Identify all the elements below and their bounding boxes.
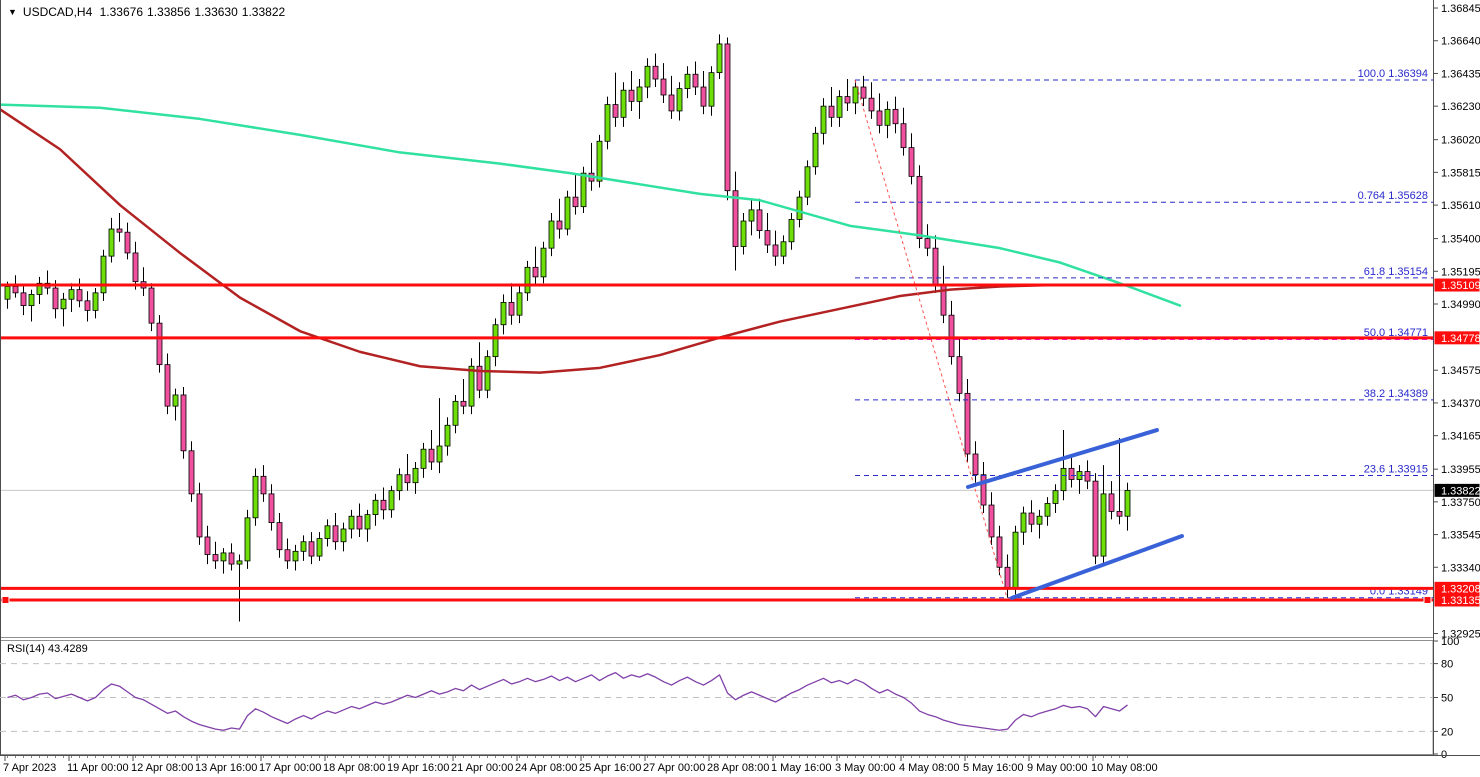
trend-channel[interactable]: [966, 428, 1184, 600]
ma-slow-teal-line: [0, 103, 1182, 307]
symbol-marker-icon: ▼: [8, 7, 17, 17]
svg-text:28 Apr 08:00: 28 Apr 08:00: [707, 762, 769, 774]
svg-text:20: 20: [1441, 726, 1453, 738]
price-level-marker: 1.33135: [1434, 593, 1480, 607]
svg-text:1.32925: 1.32925: [1441, 628, 1480, 640]
svg-text:50: 50: [1441, 693, 1453, 705]
rsi-panel: [0, 663, 1433, 732]
svg-text:9 May 00:00: 9 May 00:00: [1027, 762, 1088, 774]
svg-text:1.36640: 1.36640: [1441, 36, 1480, 48]
symbol-period-label: USDCAD,H4: [22, 5, 93, 19]
svg-text:61.8 1.35154: 61.8 1.35154: [1364, 266, 1428, 278]
svg-text:0.764 1.35628: 0.764 1.35628: [1358, 190, 1428, 202]
price-level-marker: 1.33208: [1434, 581, 1480, 595]
quote-high: 1.33856: [147, 5, 191, 19]
svg-text:1.35610: 1.35610: [1441, 200, 1480, 212]
quote-open: 1.33676: [99, 5, 144, 19]
svg-text:1.36435: 1.36435: [1441, 68, 1480, 80]
svg-text:1.34370: 1.34370: [1441, 398, 1480, 410]
svg-text:1.36230: 1.36230: [1441, 101, 1480, 113]
svg-text:13 Apr 16:00: 13 Apr 16:00: [195, 762, 257, 774]
svg-text:1.33135: 1.33135: [1441, 595, 1480, 607]
svg-text:1.36020: 1.36020: [1441, 135, 1480, 147]
svg-text:1.34165: 1.34165: [1441, 431, 1480, 443]
fibonacci-retracement[interactable]: 100.0 1.36394 0.764 1.35628 61.8 1.35154 50…: [855, 68, 1433, 599]
svg-text:24 Apr 08:00: 24 Apr 08:00: [515, 762, 577, 774]
svg-text:21 Apr 00:00: 21 Apr 00:00: [451, 762, 513, 774]
price-level-marker: 1.34778: [1434, 331, 1480, 345]
quote-low: 1.33630: [194, 5, 238, 19]
svg-text:18 Apr 08:00: 18 Apr 08:00: [323, 762, 385, 774]
svg-text:80: 80: [1441, 659, 1453, 671]
svg-text:23.6 1.33915: 23.6 1.33915: [1364, 464, 1428, 476]
svg-text:50.0 1.34771: 50.0 1.34771: [1364, 327, 1428, 339]
svg-text:12 Apr 08:00: 12 Apr 08:00: [131, 762, 193, 774]
svg-text:27 Apr 00:00: 27 Apr 00:00: [643, 762, 705, 774]
svg-text:25 Apr 16:00: 25 Apr 16:00: [579, 762, 641, 774]
svg-text:1.35400: 1.35400: [1441, 234, 1480, 246]
svg-text:1.34778: 1.34778: [1441, 333, 1480, 345]
svg-text:1.36845: 1.36845: [1441, 3, 1480, 15]
svg-text:10 May 08:00: 10 May 08:00: [1091, 762, 1158, 774]
ma-fast-darkred-line: [0, 108, 1162, 374]
price-axis: 1.36845 1.36640 1.36435 1.36230 1.36020 1.358…: [1433, 3, 1480, 640]
svg-text:1.35109: 1.35109: [1441, 280, 1480, 292]
rsi-line: [7, 671, 1128, 731]
panel-borders: [0, 0, 1434, 755]
svg-text:1 May 16:00: 1 May 16:00: [771, 762, 832, 774]
svg-text:1.34990: 1.34990: [1441, 299, 1480, 311]
current-price-marker: 1.33822: [1434, 483, 1480, 497]
svg-text:4 May 08:00: 4 May 08:00: [899, 762, 960, 774]
rsi-indicator-label: RSI(14) 43.4289: [7, 643, 88, 655]
price-level-marker: 1.35109: [1434, 278, 1480, 292]
svg-text:17 Apr 00:00: 17 Apr 00:00: [259, 762, 321, 774]
svg-text:1.35815: 1.35815: [1441, 167, 1480, 179]
svg-text:3 May 00:00: 3 May 00:00: [835, 762, 896, 774]
chart-title-bar: ▼ USDCAD,H4 1.33676 1.33856 1.33630 1.33822: [8, 5, 289, 19]
svg-text:19 Apr 16:00: 19 Apr 16:00: [387, 762, 449, 774]
svg-text:7 Apr 2023: 7 Apr 2023: [3, 762, 56, 774]
svg-text:1.33340: 1.33340: [1441, 562, 1480, 574]
svg-text:5 May 16:00: 5 May 16:00: [963, 762, 1024, 774]
svg-text:1.33545: 1.33545: [1441, 530, 1480, 542]
svg-text:11 Apr 00:00: 11 Apr 00:00: [67, 762, 129, 774]
svg-text:100.0 1.36394: 100.0 1.36394: [1358, 68, 1428, 80]
quote-close: 1.33822: [241, 5, 286, 19]
svg-text:1.33750: 1.33750: [1441, 497, 1480, 509]
rsi-axis: 1008050200: [1433, 636, 1459, 761]
candles-layer: [4, 34, 1131, 622]
svg-text:1.33822: 1.33822: [1441, 485, 1480, 497]
svg-text:1.34575: 1.34575: [1441, 365, 1480, 377]
svg-text:1.33955: 1.33955: [1441, 464, 1480, 476]
svg-text:38.2 1.34389: 38.2 1.34389: [1364, 388, 1428, 400]
svg-text:100: 100: [1441, 636, 1459, 648]
time-axis: 7 Apr 2023 11 Apr 00:00 12 Apr 08:00 13 Apr…: [0, 755, 1480, 774]
svg-text:1.35195: 1.35195: [1441, 266, 1480, 278]
horizontal-level-lines[interactable]: [0, 283, 1433, 604]
svg-text:1.33208: 1.33208: [1441, 583, 1480, 595]
